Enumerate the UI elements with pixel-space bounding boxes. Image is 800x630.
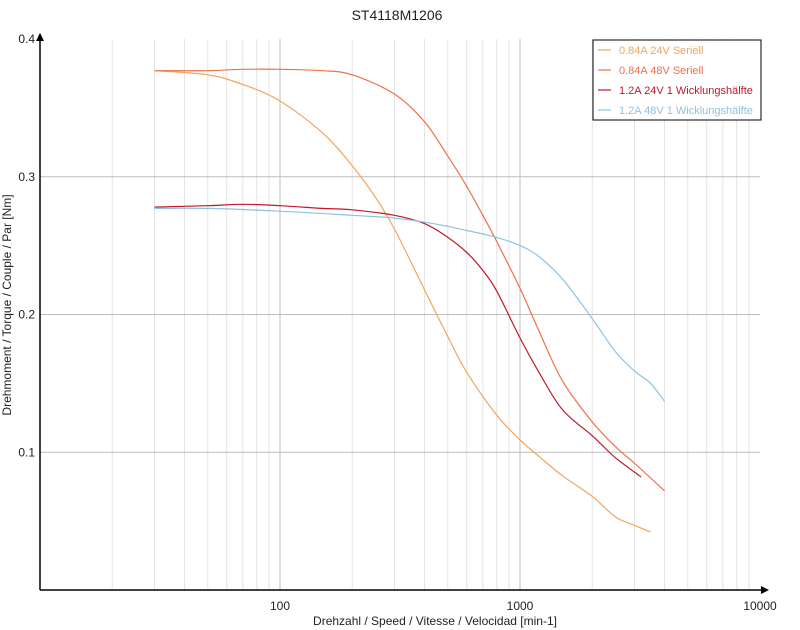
- legend-label: 0.84A 24V Seriell: [619, 45, 703, 57]
- tick-labels: 100 1000 10000 0.1 0.2 0.3 0.4: [18, 32, 777, 613]
- y-tick-label: 0.3: [18, 170, 35, 184]
- series-lines: [154, 68, 665, 533]
- legend-label: 1.2A 48V 1 Wicklungshälfte: [619, 105, 753, 117]
- chart-title: ST4118M1206: [352, 7, 443, 23]
- x-tick-label: 1000: [507, 599, 534, 613]
- legend-box: [592, 39, 762, 121]
- grid: [40, 39, 760, 590]
- y-tick-label: 0.2: [18, 308, 35, 322]
- y-tick-label: 0.1: [18, 445, 35, 459]
- x-tick-label: 100: [270, 599, 290, 613]
- legend: 0.84A 24V Seriell 0.84A 48V Seriell 1.2A 2…: [592, 39, 762, 121]
- x-axis-label: Drehzahl / Speed / Vitesse / Velocidad […: [313, 614, 557, 628]
- series-line-1: [154, 70, 651, 533]
- series-line-4: [154, 207, 665, 402]
- x-axis-arrow-icon: [761, 586, 769, 594]
- x-tick-label: 10000: [743, 599, 777, 613]
- legend-label: 0.84A 48V Seriell: [619, 65, 703, 77]
- y-axis-arrow-icon: [36, 33, 44, 41]
- y-tick-label: 0.4: [18, 32, 35, 46]
- series-line-2: [154, 68, 665, 492]
- y-axis-label: Drehmoment / Torque / Couple / Par [Nm]: [0, 194, 14, 415]
- legend-label: 1.2A 24V 1 Wicklungshälfte: [619, 85, 753, 97]
- axes: [36, 33, 769, 594]
- series-line-3: [154, 203, 642, 478]
